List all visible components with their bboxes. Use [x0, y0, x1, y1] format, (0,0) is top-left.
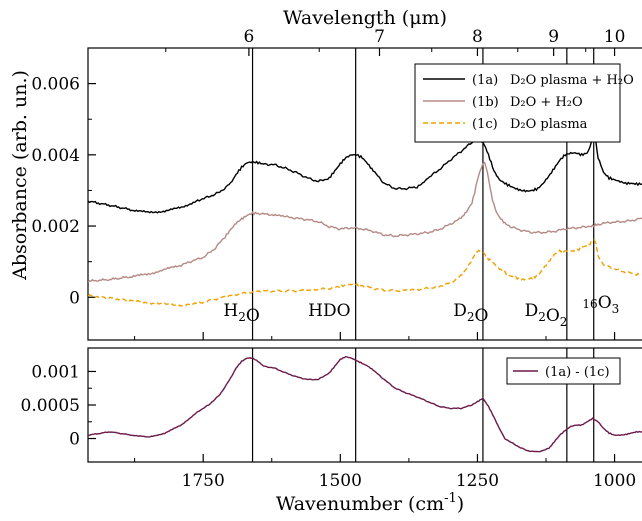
- x-tick-label: 1250: [456, 471, 499, 491]
- legend-label-diff: (1a) - (1c): [545, 365, 610, 380]
- y-axis-label: Absorbance (arb. un.): [9, 70, 31, 281]
- x-axis-label-sup: -1: [444, 491, 457, 506]
- legend-tag-1c: (1c): [472, 117, 498, 132]
- series-line-1: [88, 355, 642, 453]
- y-tick-label: 0.004: [31, 146, 80, 166]
- top-tick-label: 9: [548, 27, 559, 47]
- series-line-2: [88, 161, 642, 283]
- annotation-o3: 16O3: [582, 293, 619, 316]
- annotation-h2o: H2O: [223, 301, 259, 326]
- top-axis-label: Wavelength (μm): [283, 7, 447, 29]
- reference-lines: [251, 348, 595, 462]
- top-tick-label: 6: [243, 27, 254, 47]
- annotation-hdo: HDO: [308, 301, 350, 321]
- series-group: [88, 133, 642, 307]
- y-tick-label: 0.001: [31, 362, 80, 382]
- series-line-1: [88, 133, 642, 214]
- y-tick-label: 0: [69, 430, 80, 450]
- y-tick-label: 0.002: [31, 217, 80, 237]
- y-tick-label: 0: [69, 288, 80, 308]
- legend-label-1b: D₂O + H₂O: [510, 95, 583, 110]
- x-axis-label: Wavenumber (cm-1): [276, 491, 464, 515]
- x-tick-label: 1500: [319, 471, 362, 491]
- legend-bottom: (1a) - (1c): [506, 357, 621, 385]
- legend-label-1a: D₂O plasma + H₂O: [510, 73, 634, 88]
- bottom-panel: 0 0.0005 0.001 (1a) - (1c): [21, 347, 642, 463]
- x-tick-label: 1750: [182, 471, 225, 491]
- top-tick-label: 8: [472, 27, 483, 47]
- legend-top: (1a) D₂O plasma + H₂O (1b) D₂O + H₂O (1c) D₂O…: [414, 63, 634, 143]
- x-tick-label: 1000: [593, 471, 636, 491]
- y-tick-label: 0.006: [31, 75, 80, 95]
- y-tick-label: 0.0005: [21, 396, 80, 416]
- series-group: [88, 355, 642, 453]
- top-panel: 0 0.002 0.004 0.006 H2O HDO D2O D2O2 16O3 (1a) D₂O…: [31, 47, 642, 341]
- series-line-3: [88, 239, 642, 307]
- x-axis-label-main: Wavenumber (cm: [276, 493, 444, 515]
- legend-label-1c: D₂O plasma: [510, 117, 588, 132]
- legend-tag-1b: (1b): [472, 95, 499, 110]
- x-axis-label-close: ): [457, 493, 464, 515]
- annotation-d2o2: D2O2: [525, 301, 568, 329]
- legend-tag-1a: (1a): [472, 73, 498, 88]
- top-tick-label: 7: [374, 27, 385, 47]
- plot-frame: [87, 47, 642, 341]
- annotation-d2o: D2O: [453, 301, 488, 326]
- top-tick-label: 10: [604, 27, 626, 47]
